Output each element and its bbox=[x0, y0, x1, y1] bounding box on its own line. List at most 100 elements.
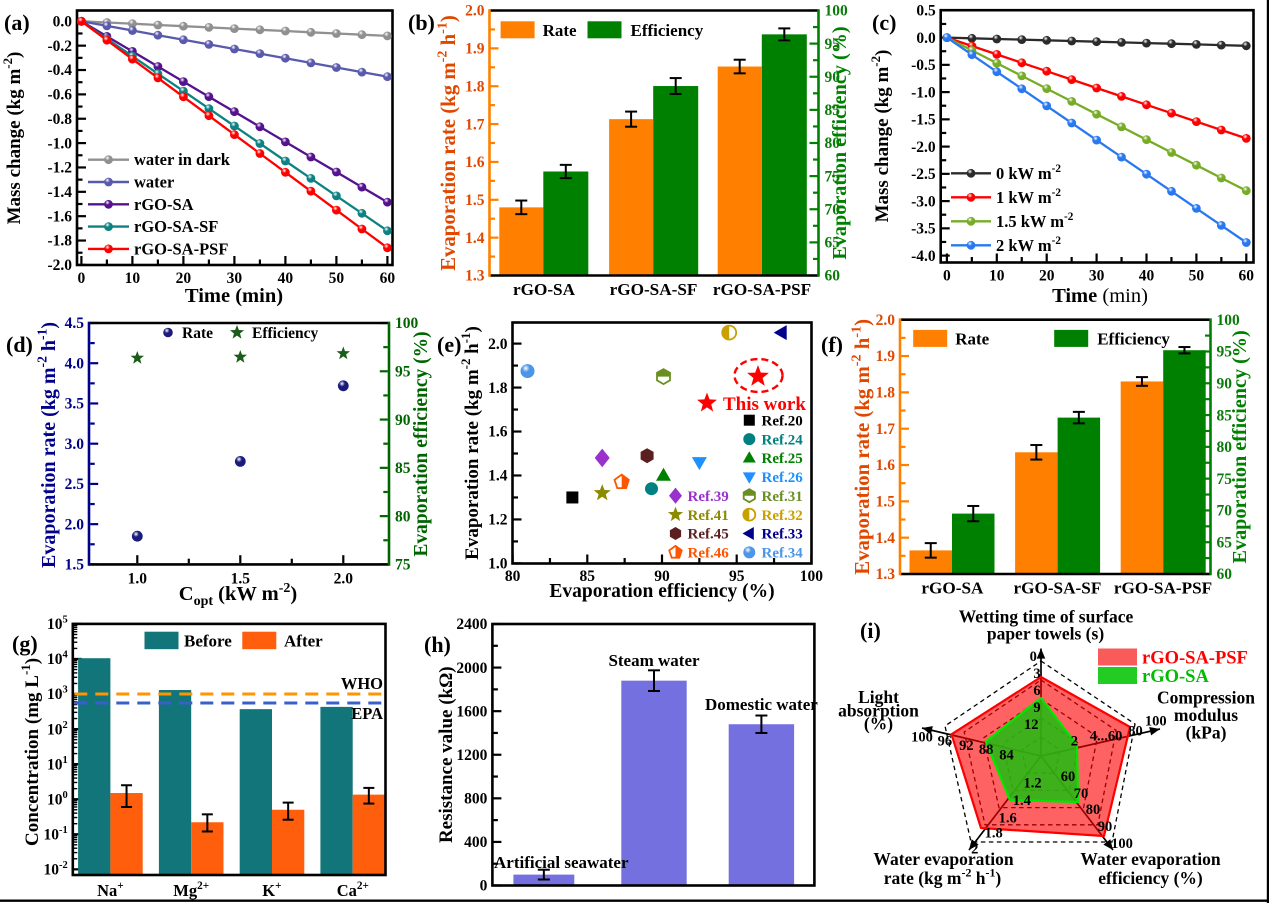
svg-text:60: 60 bbox=[380, 270, 396, 287]
svg-text:Ref.33: Ref.33 bbox=[762, 527, 803, 543]
svg-text:96: 96 bbox=[938, 733, 953, 749]
svg-text:100: 100 bbox=[395, 315, 419, 332]
svg-text:Evaporation efficiency (%): Evaporation efficiency (%) bbox=[1229, 330, 1251, 563]
svg-text:(c): (c) bbox=[872, 10, 896, 35]
svg-text:85: 85 bbox=[395, 460, 411, 477]
svg-text:100: 100 bbox=[1111, 836, 1133, 852]
svg-text:75: 75 bbox=[825, 168, 841, 185]
svg-text:1.3: 1.3 bbox=[876, 566, 896, 583]
svg-text:Evaporation rate (kg m-2 h-1): Evaporation rate (kg m-2 h-1) bbox=[35, 322, 60, 568]
svg-text:(%): (%) bbox=[864, 714, 893, 734]
svg-text:Evaporation efficiency (%): Evaporation efficiency (%) bbox=[411, 331, 432, 556]
svg-text:90: 90 bbox=[654, 568, 670, 585]
svg-text:-2.0: -2.0 bbox=[911, 139, 936, 156]
svg-text:100: 100 bbox=[1145, 714, 1167, 730]
svg-text:-1.6: -1.6 bbox=[47, 208, 72, 225]
svg-text:Steam water: Steam water bbox=[608, 651, 700, 670]
svg-text:1.6: 1.6 bbox=[876, 457, 896, 474]
svg-text:60: 60 bbox=[1217, 566, 1233, 583]
svg-text:-0.8: -0.8 bbox=[47, 111, 72, 128]
svg-text:90: 90 bbox=[825, 69, 841, 86]
svg-text:Evaporation efficiency (%): Evaporation efficiency (%) bbox=[829, 26, 851, 259]
svg-text:Compression: Compression bbox=[1157, 688, 1255, 708]
svg-text:2.5: 2.5 bbox=[65, 476, 85, 493]
svg-text:80: 80 bbox=[1086, 802, 1101, 818]
svg-text:70: 70 bbox=[1217, 503, 1233, 520]
svg-text:70: 70 bbox=[825, 201, 841, 218]
svg-text:3: 3 bbox=[1033, 666, 1040, 682]
svg-text:Efficiency: Efficiency bbox=[252, 325, 319, 342]
svg-text:0: 0 bbox=[480, 878, 488, 895]
svg-text:(a): (a) bbox=[4, 10, 30, 35]
svg-text:(b): (b) bbox=[408, 10, 435, 35]
svg-text:Ref.25: Ref.25 bbox=[762, 451, 803, 467]
svg-text:modulus: modulus bbox=[1174, 705, 1238, 725]
svg-text:-1.0: -1.0 bbox=[911, 84, 936, 101]
svg-text:rGO-SA-PSF: rGO-SA-PSF bbox=[713, 280, 811, 299]
svg-text:95: 95 bbox=[825, 36, 841, 53]
svg-text:rGO-SA-SF: rGO-SA-SF bbox=[1013, 579, 1101, 598]
svg-text:-0.2: -0.2 bbox=[47, 38, 72, 55]
svg-text:85: 85 bbox=[825, 102, 841, 119]
svg-text:Artificial seawater: Artificial seawater bbox=[494, 853, 629, 872]
svg-text:Concentration (mg L-1): Concentration (mg L-1) bbox=[19, 658, 43, 846]
svg-text:2.0: 2.0 bbox=[876, 312, 896, 329]
svg-text:-3.5: -3.5 bbox=[911, 221, 936, 238]
svg-text:90: 90 bbox=[1217, 376, 1233, 393]
svg-text:3.0: 3.0 bbox=[65, 436, 85, 453]
svg-text:1.7: 1.7 bbox=[465, 116, 485, 133]
svg-text:Ref.46: Ref.46 bbox=[688, 546, 730, 562]
svg-text:92: 92 bbox=[959, 738, 974, 754]
svg-text:0 kW m-2: 0 kW m-2 bbox=[996, 163, 1061, 183]
svg-text:800: 800 bbox=[464, 791, 488, 808]
svg-text:Rate: Rate bbox=[182, 325, 213, 342]
svg-text:Rate: Rate bbox=[955, 329, 989, 348]
svg-text:-1.8: -1.8 bbox=[47, 233, 72, 250]
svg-text:100: 100 bbox=[825, 3, 849, 20]
svg-text:80: 80 bbox=[505, 568, 521, 585]
svg-text:95: 95 bbox=[395, 364, 411, 381]
svg-text:Ref.32: Ref.32 bbox=[762, 508, 803, 524]
svg-text:1.4: 1.4 bbox=[1013, 793, 1031, 809]
svg-text:20: 20 bbox=[1039, 268, 1055, 285]
svg-text:Wetting time of surface: Wetting time of surface bbox=[959, 607, 1134, 627]
svg-text:Ref.20: Ref.20 bbox=[762, 413, 803, 429]
svg-text:1.6: 1.6 bbox=[999, 810, 1017, 826]
svg-text:Ref.24: Ref.24 bbox=[762, 432, 804, 448]
svg-text:100: 100 bbox=[1217, 312, 1241, 329]
svg-text:2.0: 2.0 bbox=[465, 3, 485, 20]
svg-text:rGO-SA: rGO-SA bbox=[513, 280, 576, 299]
svg-text:-0.5: -0.5 bbox=[911, 57, 936, 74]
svg-text:95: 95 bbox=[1217, 344, 1233, 361]
svg-text:88: 88 bbox=[979, 742, 994, 758]
svg-text:400: 400 bbox=[464, 834, 488, 851]
svg-text:1.8: 1.8 bbox=[465, 78, 485, 95]
svg-text:Efficiency: Efficiency bbox=[631, 21, 704, 40]
svg-text:70: 70 bbox=[1074, 786, 1089, 802]
svg-text:Ref.41: Ref.41 bbox=[688, 508, 729, 524]
svg-text:75: 75 bbox=[1217, 471, 1233, 488]
svg-text:-2.0: -2.0 bbox=[47, 257, 72, 274]
svg-text:rGO-SA-PSF: rGO-SA-PSF bbox=[1142, 649, 1248, 669]
svg-text:12: 12 bbox=[1024, 717, 1039, 733]
svg-text:Ref.45: Ref.45 bbox=[688, 527, 729, 543]
svg-text:(e): (e) bbox=[437, 332, 461, 357]
svg-text:Ref.26: Ref.26 bbox=[762, 470, 804, 486]
svg-text:85: 85 bbox=[580, 568, 596, 585]
svg-text:60: 60 bbox=[1239, 268, 1255, 285]
svg-text:1 kW m-2: 1 kW m-2 bbox=[996, 187, 1061, 207]
svg-text:0: 0 bbox=[1030, 649, 1037, 665]
svg-text:-0.4: -0.4 bbox=[47, 62, 72, 79]
svg-text:1.8: 1.8 bbox=[985, 825, 1003, 841]
svg-text:Resistance value (kΩ): Resistance value (kΩ) bbox=[436, 666, 457, 843]
svg-text:water in dark: water in dark bbox=[134, 150, 231, 169]
svg-text:1.2: 1.2 bbox=[1023, 775, 1041, 791]
svg-text:-3.0: -3.0 bbox=[911, 193, 936, 210]
svg-text:85: 85 bbox=[1217, 407, 1233, 424]
svg-text:80: 80 bbox=[1217, 439, 1233, 456]
svg-text:40: 40 bbox=[278, 270, 294, 287]
svg-text:Mass change (kg m-2): Mass change (kg m-2) bbox=[869, 50, 893, 223]
svg-text:rGO-SA-PSF: rGO-SA-PSF bbox=[1114, 579, 1212, 598]
svg-text:1.8: 1.8 bbox=[876, 385, 896, 402]
svg-text:EPA: EPA bbox=[351, 704, 383, 723]
